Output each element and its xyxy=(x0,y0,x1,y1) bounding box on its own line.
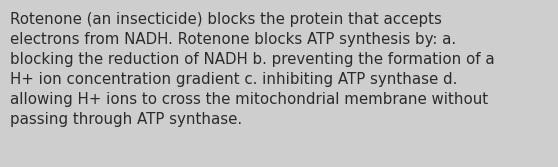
Text: Rotenone (an insecticide) blocks the protein that accepts
electrons from NADH. R: Rotenone (an insecticide) blocks the pro… xyxy=(10,12,494,127)
